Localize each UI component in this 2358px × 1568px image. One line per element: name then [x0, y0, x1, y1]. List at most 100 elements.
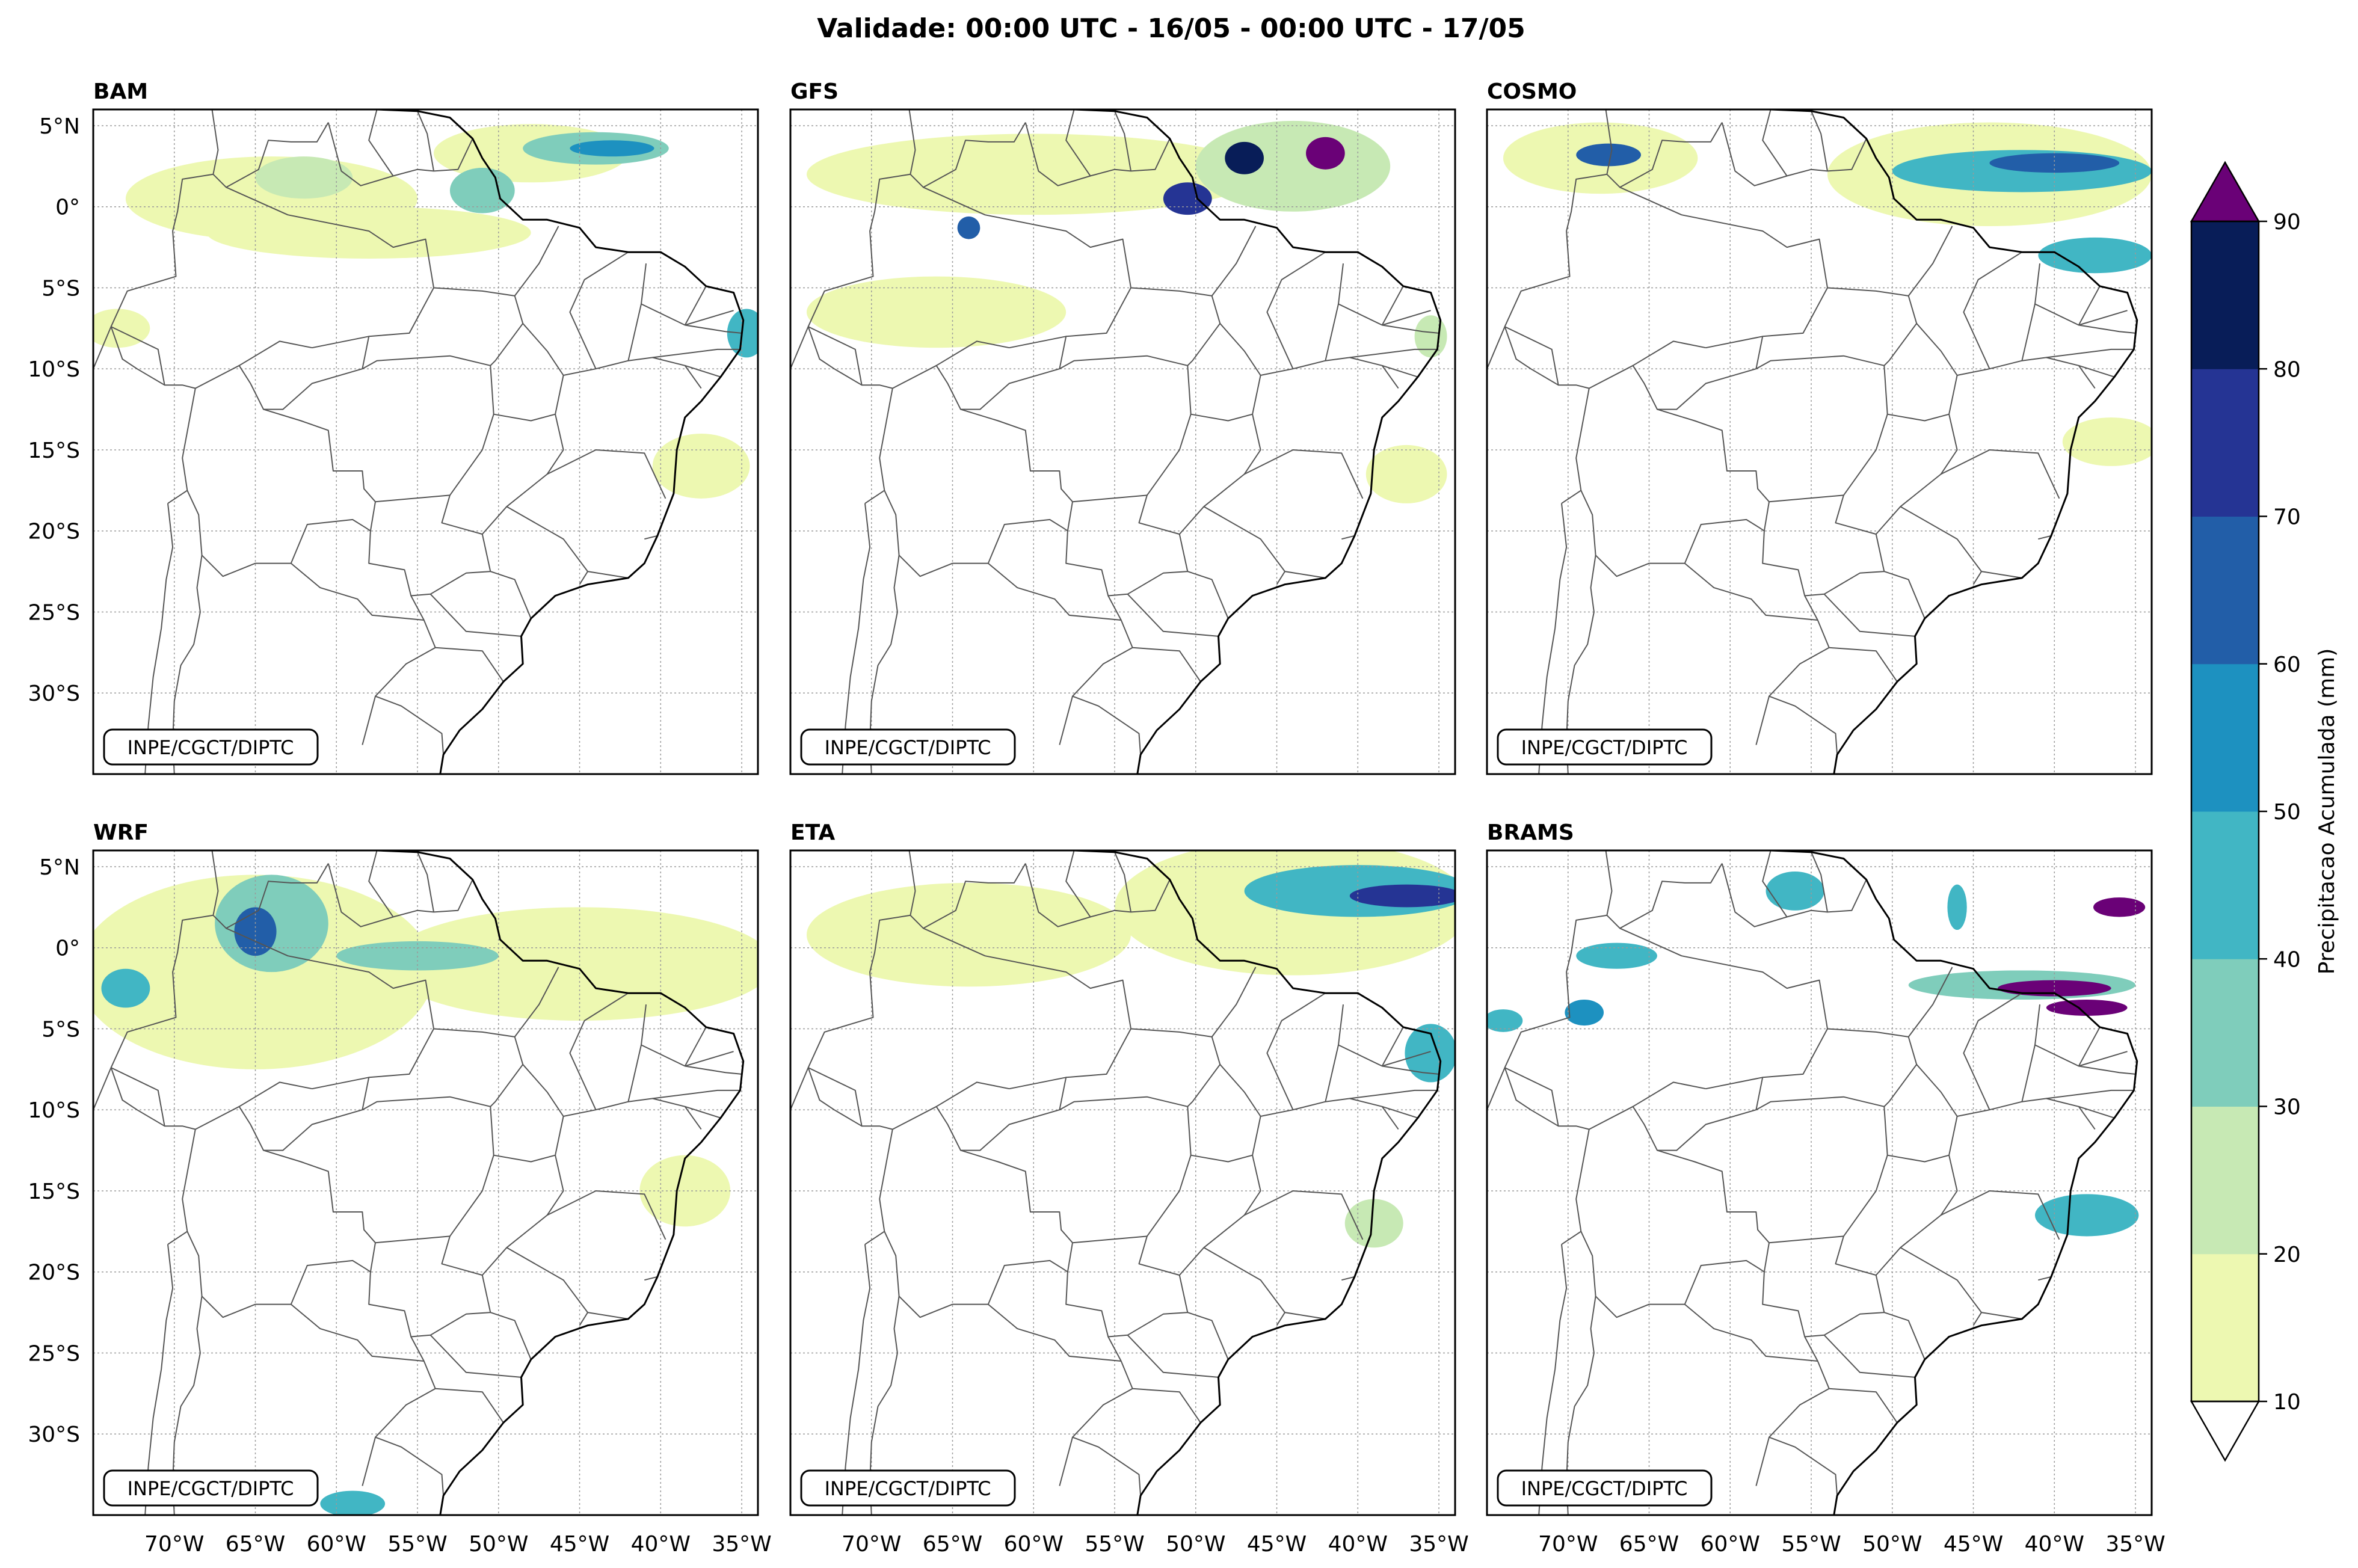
boundary-line: [547, 449, 666, 499]
boundary-line: [211, 850, 219, 915]
boundary-line: [1190, 1064, 1261, 1163]
boundary-line: [1907, 226, 1953, 297]
boundary-line: [362, 1437, 376, 1486]
longitude-tick-label: 40°W: [631, 1532, 691, 1557]
longitude-tick-label: 70°W: [842, 1532, 901, 1557]
precip-area: [806, 276, 1067, 348]
boundary-line: [1382, 324, 1439, 334]
precip-area: [449, 168, 515, 214]
latitude-tick-label: 25°S: [28, 1341, 80, 1366]
longitude-tick-label: 60°W: [1701, 1532, 1760, 1557]
boundary-line: [2078, 364, 2115, 378]
boundary-line: [1260, 1098, 1399, 1130]
boundary-line: [2078, 1051, 2128, 1067]
boundary-line: [111, 1067, 165, 1127]
boundary-line: [110, 122, 445, 755]
boundary-line: [1972, 571, 1982, 585]
boundary-line: [807, 863, 1142, 1496]
colorbar-under-triangle: [2190, 1400, 2261, 1462]
boundary-line: [936, 1081, 1009, 1107]
latitude-tick-label: 10°S: [28, 1098, 80, 1123]
longitude-tick-label: 45°W: [1944, 1532, 2003, 1557]
colorbar-segment: [2191, 663, 2259, 812]
boundary-line: [93, 1067, 112, 1113]
boundary-line: [1024, 122, 1171, 186]
boundary-line: [429, 594, 522, 637]
boundary-line: [1721, 122, 1867, 186]
boundary-line: [506, 1247, 629, 1320]
boundary-line: [685, 1051, 734, 1067]
boundary-line: [685, 1065, 742, 1075]
latitude-tick-label: 5°S: [42, 276, 80, 301]
boundary-line: [884, 490, 1068, 577]
boundary-line: [961, 1077, 1067, 1151]
boundary-line: [1957, 357, 2096, 389]
boundary-line: [1963, 992, 2022, 1110]
boundary-line: [569, 992, 629, 1110]
precip-area: [1565, 999, 1604, 1026]
credit-label: INPE/CGCT/DIPTC: [103, 728, 319, 766]
longitude-tick-label: 45°W: [1247, 1532, 1307, 1557]
boundary-line: [1827, 287, 1918, 366]
colorbar-tick-label: 40: [2273, 947, 2301, 972]
coastline: [790, 850, 1442, 1515]
colorbar-tick-label: 60: [2273, 653, 2301, 677]
boundary-line: [211, 109, 219, 174]
boundary-line: [563, 1098, 702, 1130]
colorbar-segment: [2191, 811, 2259, 959]
map-panel-eta: ETA INPE/CGCT/DIPTC 70°W 65°W 60°W 55°W 50°W 45…: [789, 820, 1469, 1557]
boundary-line: [1684, 1303, 1818, 1362]
latitude-tick-label: 5°N: [39, 855, 80, 880]
map-frame: [92, 108, 759, 775]
panel-title: BRAMS: [1487, 820, 1574, 845]
colorbar-over-triangle: [2190, 161, 2261, 223]
boundary-line: [1561, 388, 1590, 504]
boundary-line: [1657, 1077, 1764, 1151]
map-content: [1487, 109, 2152, 774]
boundary-line: [1059, 696, 1073, 745]
map-panel-cosmo: COSMO INPE/CGCT/DIPTC: [1486, 79, 2153, 775]
boundary-line: [1633, 1081, 1706, 1107]
boundary-line: [2038, 535, 2052, 540]
boundary-line: [291, 1303, 424, 1362]
boundary-line: [327, 122, 473, 186]
boundary-line: [1504, 326, 1559, 386]
colorbar-segment: [2191, 1253, 2259, 1402]
boundary-line: [1827, 1028, 1918, 1107]
panel-title: ETA: [790, 820, 835, 845]
boundary-line: [1657, 336, 1764, 410]
boundary-line: [923, 186, 1131, 349]
boundary-line: [1957, 1098, 2096, 1130]
boundary-line: [1829, 1388, 1898, 1423]
boundary-line: [1907, 967, 1953, 1038]
boundary-line: [1130, 1028, 1221, 1107]
precip-area: [727, 309, 758, 358]
credit-text: INPE/CGCT/DIPTC: [1521, 736, 1688, 759]
boundary-line: [864, 1129, 893, 1245]
boundary-line: [864, 388, 893, 504]
longitude-tick-label: 35°W: [2105, 1532, 2165, 1557]
boundary-line: [1382, 364, 1418, 378]
precip-area: [652, 434, 750, 499]
longitude-tick-label: 65°W: [226, 1532, 285, 1557]
boundary-line: [186, 1231, 371, 1318]
boundary-line: [1190, 323, 1261, 422]
boundary-line: [842, 503, 871, 774]
boundary-line: [2078, 310, 2128, 326]
colorbar-segment: [2191, 369, 2259, 517]
latitude-tick-label: 25°S: [28, 600, 80, 625]
precip-area: [1405, 1024, 1455, 1083]
map-content: [1487, 850, 2152, 1515]
boundary-line: [807, 122, 1142, 755]
panel-title: WRF: [93, 820, 149, 845]
boundary-line: [884, 1231, 1068, 1318]
longitude-tick-label: 55°W: [1781, 1532, 1841, 1557]
boundary-line: [1341, 535, 1355, 540]
precip-area: [206, 206, 531, 259]
map-panels: BAM INPE/CGCT/DIPTC 5°N 0° 5°S 10°S 15°S 20°S 25…: [28, 79, 2165, 1557]
latitude-tick-label: 30°S: [28, 1422, 80, 1447]
panel-title: COSMO: [1487, 79, 1577, 104]
boundary-line: [1762, 850, 1788, 918]
boundary-line: [1127, 1335, 1219, 1378]
boundary-line: [644, 535, 658, 540]
